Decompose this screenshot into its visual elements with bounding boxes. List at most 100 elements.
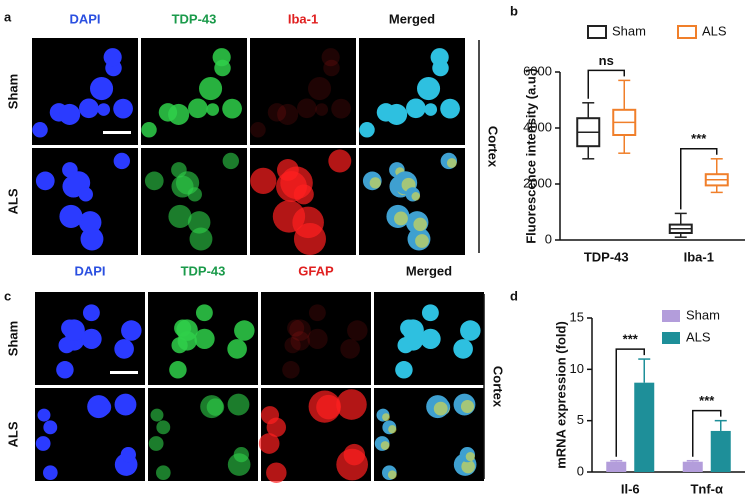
x-tick-label: Tnf-α (690, 481, 723, 496)
significance-label: *** (691, 131, 707, 146)
legend-swatch (677, 25, 697, 39)
panel-letter: a (4, 9, 12, 24)
cell (328, 149, 352, 173)
cell-overlay (413, 217, 427, 232)
bar (634, 382, 655, 472)
cell (424, 103, 438, 116)
scale-bar (110, 371, 138, 374)
cell (156, 420, 171, 435)
channel-label: Merged (389, 11, 435, 26)
cell-overlay (465, 452, 475, 462)
cell (35, 171, 55, 191)
cell (297, 98, 317, 119)
legend-swatch (662, 332, 680, 344)
cell (176, 319, 198, 341)
cell (440, 98, 460, 119)
bar (606, 461, 627, 472)
cell (397, 337, 414, 354)
cell-overlay (411, 192, 421, 201)
cell (168, 103, 190, 125)
significance-bracket (680, 148, 718, 210)
cell (460, 320, 481, 341)
cell (195, 304, 213, 322)
cell (406, 98, 426, 119)
cell-overlay (380, 441, 390, 450)
significance-label: *** (699, 393, 715, 408)
cell (150, 408, 164, 422)
cell (79, 98, 99, 119)
cell (315, 103, 329, 116)
region-label: Cortex (486, 126, 501, 168)
y-tick-label: 10 (570, 361, 584, 376)
row-label: Sham (5, 74, 20, 109)
cell-overlay (446, 158, 457, 168)
cell (260, 406, 280, 425)
cell (194, 328, 215, 350)
cell (169, 361, 187, 379)
legend-label: ALS (702, 23, 727, 38)
legend-label: Sham (686, 307, 720, 322)
cell (347, 320, 368, 341)
cell (187, 187, 202, 202)
cell (187, 211, 211, 234)
cell (81, 328, 102, 350)
cell (37, 408, 51, 422)
channel-label: DAPI (74, 263, 105, 278)
cell (340, 339, 360, 359)
cell (43, 420, 58, 435)
cell-overlay (387, 470, 397, 480)
cell (323, 59, 340, 77)
cell-overlay (382, 413, 390, 421)
cell (120, 446, 136, 463)
micrograph (261, 292, 371, 385)
cell (113, 152, 131, 170)
row-label: Sham (5, 321, 20, 356)
cell-overlay (388, 425, 397, 434)
cell (421, 304, 439, 322)
cell (331, 98, 351, 119)
cell (97, 103, 111, 116)
micrograph (141, 38, 247, 145)
channel-label: DAPI (69, 11, 100, 26)
cell (206, 103, 220, 116)
cell (56, 361, 74, 379)
row-label: ALS (5, 188, 20, 214)
cell-overlay (415, 234, 429, 248)
cell (82, 304, 100, 322)
row-label: ALS (5, 421, 20, 447)
cell (250, 167, 277, 194)
y-tick-label: 15 (570, 309, 584, 324)
cell (282, 361, 300, 379)
cell (87, 395, 111, 419)
legend-label: Sham (612, 23, 646, 38)
x-tick-label: Iba-1 (684, 249, 714, 264)
cell (43, 465, 58, 481)
cell (250, 122, 266, 138)
cell (287, 319, 305, 337)
cell (114, 339, 134, 359)
legend-label: ALS (686, 329, 711, 344)
legend-swatch (662, 310, 680, 322)
panel-letter: d (510, 288, 518, 303)
cell-overlay (460, 400, 475, 414)
cell (32, 122, 48, 138)
cell (307, 328, 328, 350)
significance-label: ns (599, 53, 614, 68)
cell (386, 103, 408, 125)
channel-label: TDP-43 (172, 11, 217, 26)
cell (200, 395, 224, 419)
cell (343, 443, 366, 466)
cell (189, 227, 213, 251)
cell (188, 98, 208, 119)
y-axis-label: Fluorescence intensity (a.u.) (523, 68, 538, 244)
cell (430, 48, 449, 67)
cell-overlay (369, 177, 381, 189)
y-axis-label: mRNA expression (fold) (553, 321, 568, 469)
cell (121, 320, 142, 341)
y-tick-label: 2000 (523, 175, 552, 190)
cell (103, 48, 122, 67)
cell-overlay (433, 401, 448, 416)
micrograph (32, 38, 138, 145)
cell (78, 187, 93, 202)
